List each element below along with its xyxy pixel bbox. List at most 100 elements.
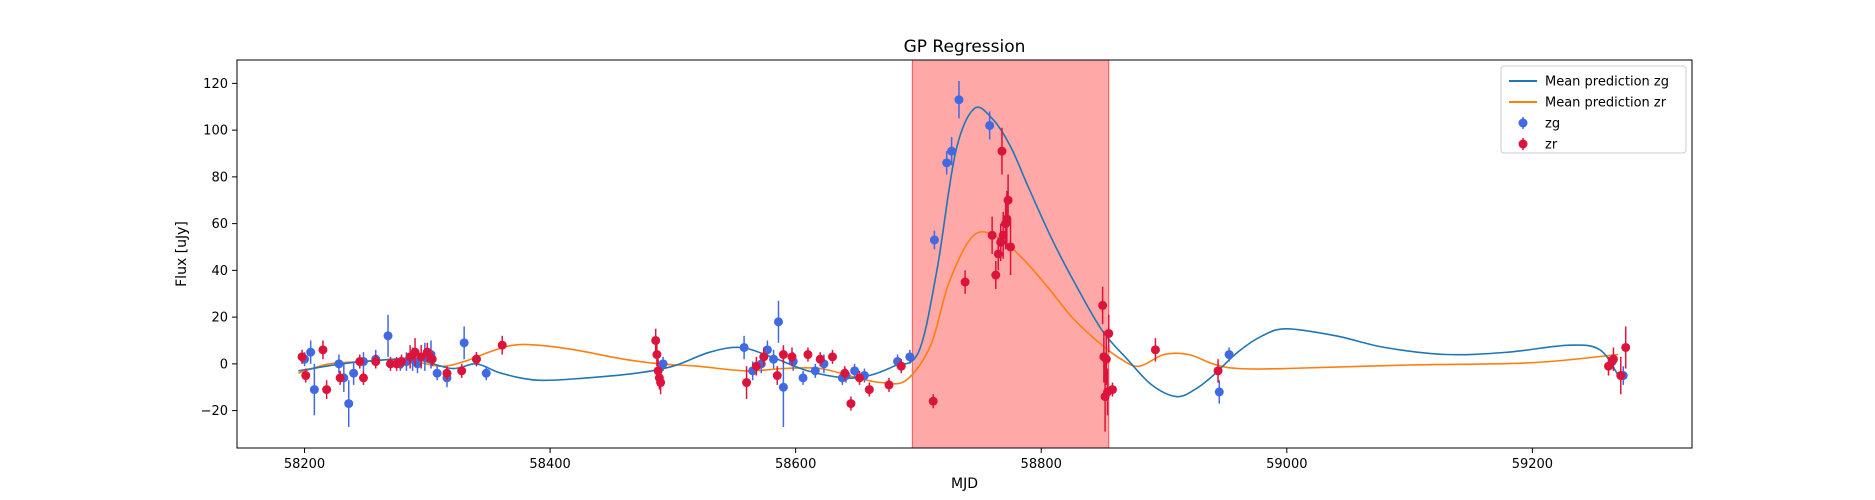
zr-marker [318,345,328,355]
zg-marker [739,342,749,352]
zr-point [1107,382,1117,397]
zr-point [427,352,437,367]
zg-point [1214,380,1224,404]
zr-point [864,382,874,397]
zg-point [810,363,820,378]
zr-point [1098,286,1108,325]
zr-point [846,396,856,411]
zr-marker [322,385,332,395]
zr-point [1104,314,1114,353]
zr-point [803,347,813,362]
zr-marker [864,385,874,395]
zr-point [322,380,332,399]
plot-area [236,59,1693,449]
zr-point [991,261,1001,290]
zr-marker [1002,214,1012,224]
zr-marker [803,350,813,360]
legend-marker-swatch [1518,118,1528,128]
zr-marker [355,357,365,367]
zg-point [383,314,393,357]
zr-point [828,349,838,364]
zr-mean-line [298,230,1619,385]
zr-point [896,359,906,374]
x-tick-label: 58800 [1021,457,1062,472]
x-tick-label: 58600 [775,457,816,472]
zr-point [772,366,782,385]
zr-point [815,352,825,367]
zr-marker [457,366,467,376]
zr-point [787,347,797,367]
zr-point [442,366,452,381]
zr-point [1616,356,1626,395]
zg-marker [769,354,779,364]
y-tick-label: 100 [203,124,228,139]
zr-marker [997,146,1007,156]
zr-marker [422,347,432,357]
zg-marker [1214,387,1224,397]
zr-point [997,127,1007,175]
zr-marker [991,270,1001,280]
zr-marker [1616,371,1626,381]
zr-marker [1003,195,1013,205]
zr-marker [397,357,407,367]
zr-point [355,354,365,369]
zg-point [349,361,359,385]
zg-point [947,137,957,166]
zg-marker [905,352,915,362]
legend-entry: zr [1518,138,1558,153]
zr-marker [884,380,894,390]
zr-marker [787,352,797,362]
zg-point [798,370,808,385]
y-tick-label: 120 [203,77,228,92]
zr-point [1150,338,1160,362]
zr-point [1101,333,1111,385]
zr-point [960,270,970,294]
zr-point [840,366,850,381]
zr-marker [815,354,825,364]
zg-point [432,366,442,381]
zg-point [769,349,779,369]
zr-marker [1107,385,1117,395]
legend-entry: Mean prediction zr [1509,96,1667,111]
x-tick-label: 59200 [1512,457,1553,472]
x-tick-label: 59000 [1266,457,1307,472]
zg-marker [954,95,964,105]
zr-point [416,345,426,369]
zg-marker [773,317,783,327]
zg-point [850,363,860,378]
zg-marker [850,366,860,376]
zg-marker [1224,350,1234,360]
zr-marker [1006,242,1016,252]
zr-point [422,342,432,362]
zg-point [929,230,939,250]
zg-point [459,326,469,360]
zr-marker [742,378,752,388]
y-tick-label: 0 [220,357,228,372]
legend-label: zr [1545,138,1558,153]
zr-point [1213,359,1223,383]
zr-marker [297,352,307,362]
zr-marker [497,340,507,350]
zg-mean-line [298,106,1619,398]
zg-point [905,349,915,364]
zg-marker [778,382,788,392]
legend-entry: Mean prediction zg [1509,75,1669,90]
zr-point [1006,218,1016,276]
zg-point [739,335,749,360]
legend: Mean prediction zg Mean prediction zr zg zr [1500,65,1687,154]
zg-point [1224,347,1234,362]
zg-marker [459,338,469,348]
zg-point [334,354,344,374]
zr-marker [828,352,838,362]
zr-marker [840,368,850,378]
zr-point [358,370,368,385]
legend-box [1500,65,1687,154]
zg-marker [309,385,319,395]
zr-point [410,338,420,367]
zr-point [1621,326,1631,369]
zg-point [658,356,668,371]
chart-title: GP Regression [904,37,1026,57]
zg-point [985,111,995,140]
zr-marker [371,357,381,367]
